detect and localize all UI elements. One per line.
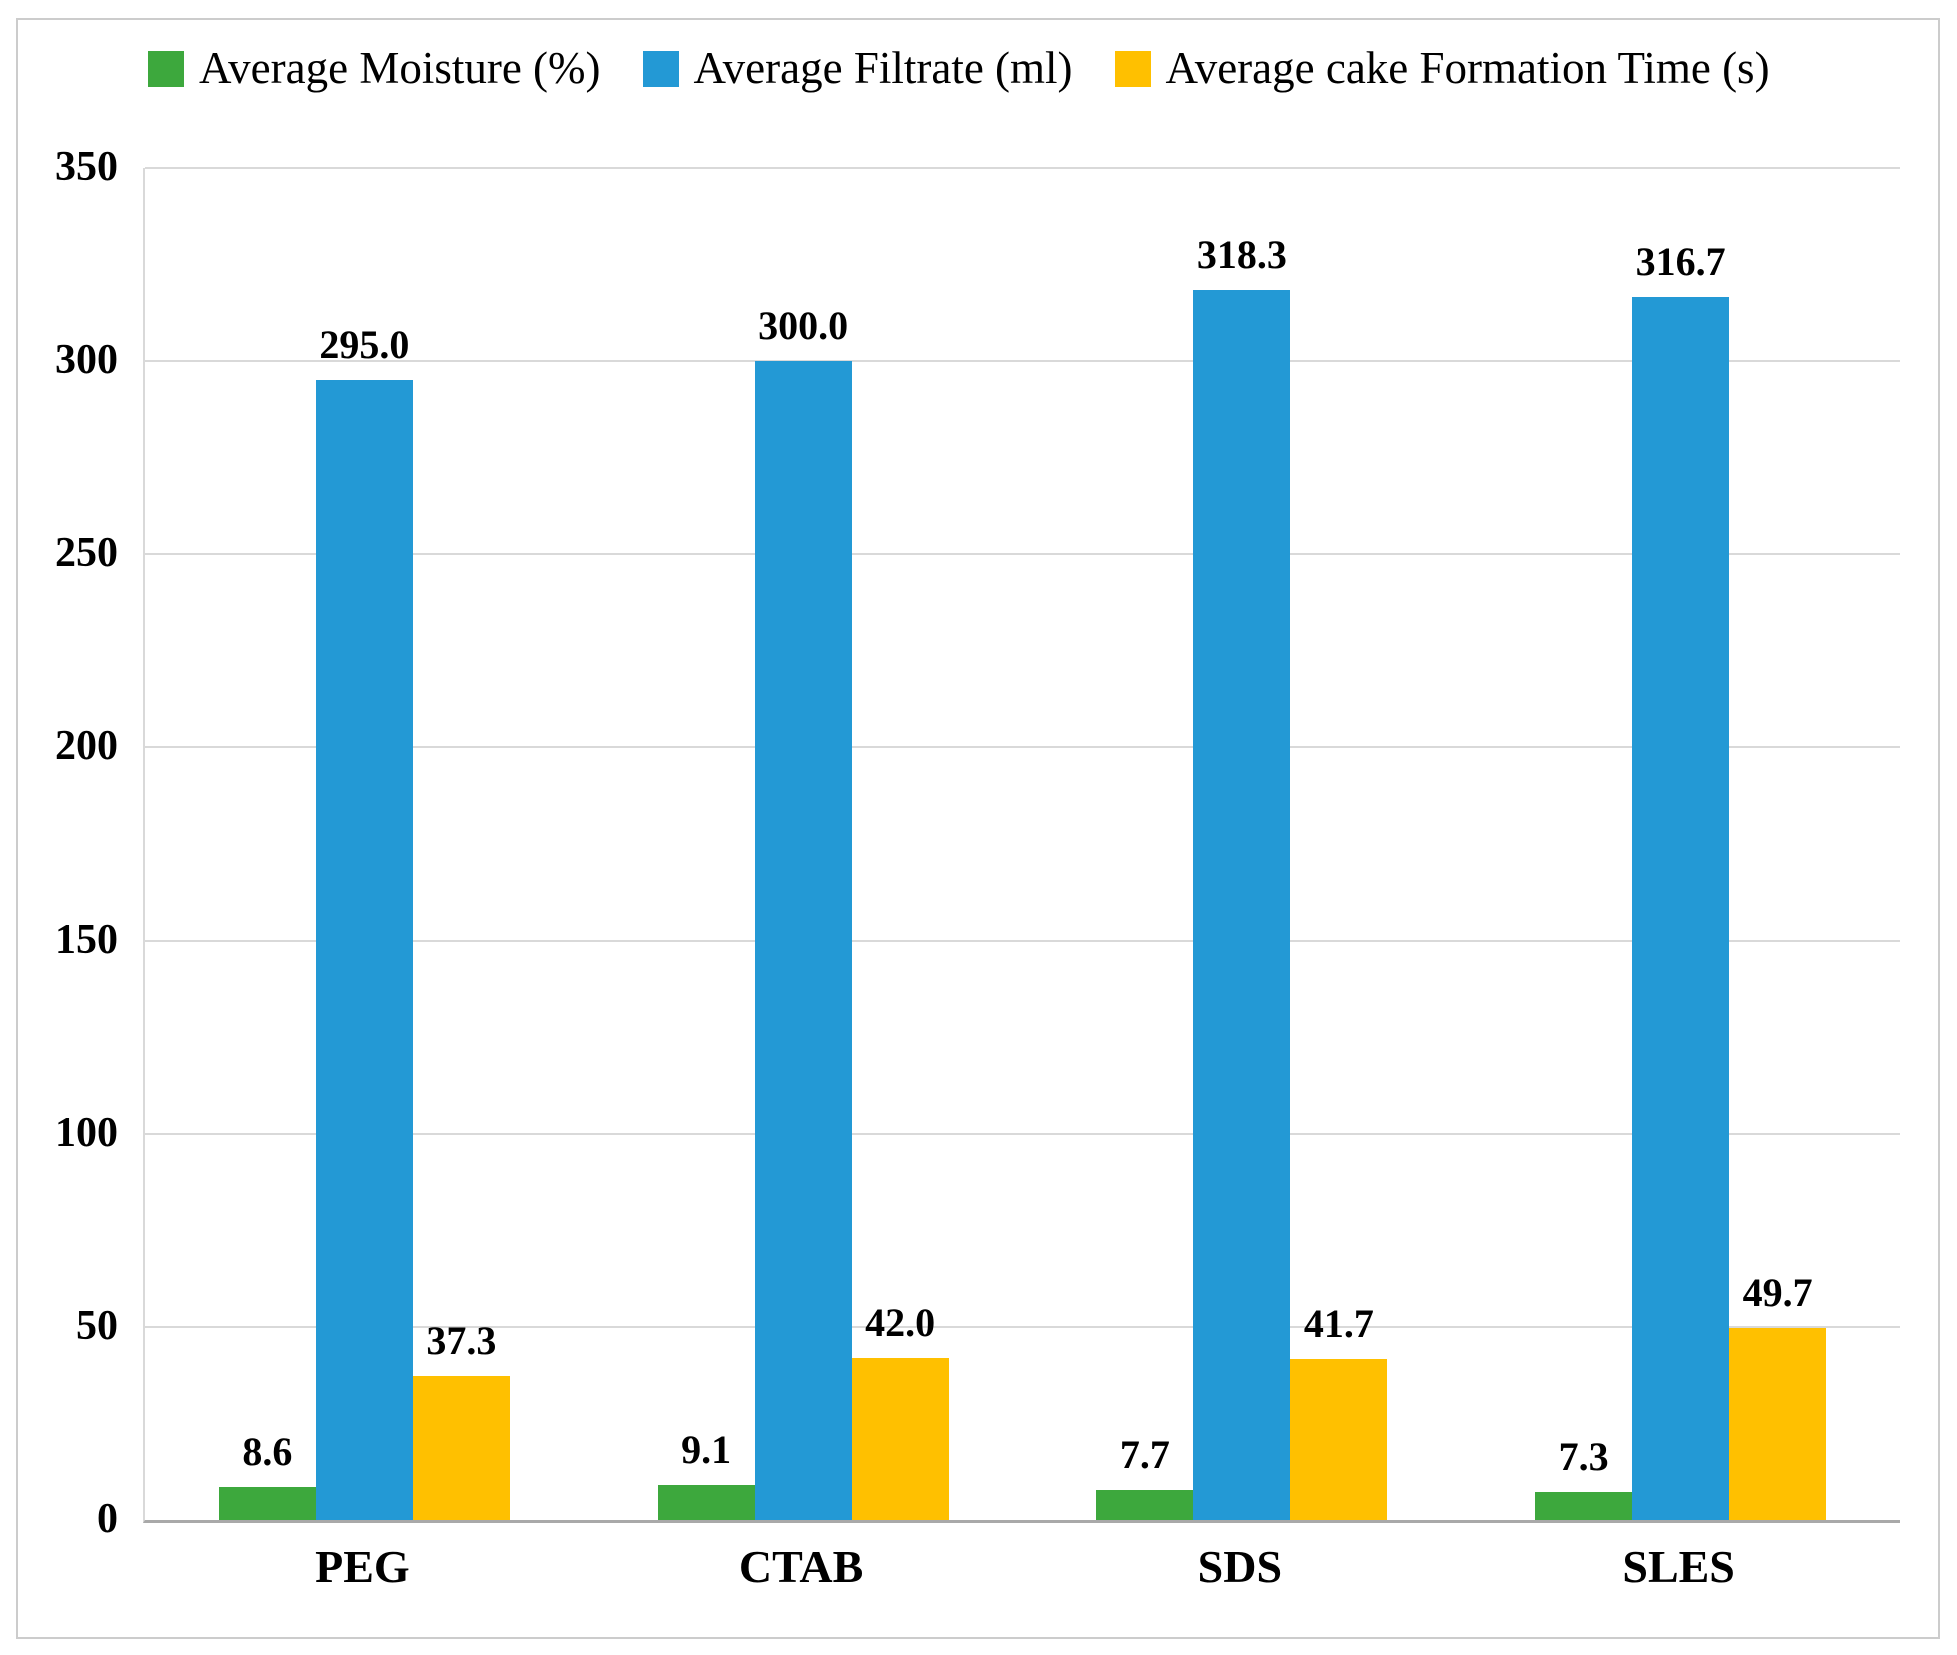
legend-label: Average cake Formation Time (s) [1165,43,1770,93]
gridline [145,1132,1900,1135]
y-tick-label: 50 [76,1303,118,1350]
legend-label: Average Moisture (%) [199,43,601,93]
legend-swatch-icon [642,50,679,87]
legend-swatch-icon [1114,50,1151,87]
legend-item-cake-time: Average cake Formation Time (s) [1114,43,1770,93]
bar-value-label-cake-time-ctab: 42.0 [865,1299,936,1345]
bar-value-label-cake-time-peg: 37.3 [426,1317,497,1363]
bar-cake-time-sles [1729,1328,1827,1520]
bar-filtrate-sds [1193,290,1291,1520]
legend-item-filtrate: Average Filtrate (ml) [642,43,1073,93]
bar-value-label-cake-time-sles: 49.7 [1742,1270,1813,1316]
bar-filtrate-sles [1632,296,1730,1520]
plot-area: 8.6 295.0 37.3 9.1 300.0 42.0 7.7 318.3 41.7 7.3 3… [143,167,1900,1523]
gridline [145,360,1900,363]
gridline [145,939,1900,942]
legend-label: Average Filtrate (ml) [693,43,1073,93]
y-tick-label: 100 [55,1109,118,1156]
legend-swatch-icon [148,50,184,87]
x-category-label-sds: SDS [1197,1541,1283,1592]
bar-value-label-filtrate-sds: 318.3 [1196,232,1287,278]
gridline [145,553,1900,556]
y-tick-label: 350 [55,144,118,191]
bar-value-label-cake-time-sds: 41.7 [1303,1300,1374,1346]
x-category-label-ctab: CTAB [738,1541,864,1592]
bar-value-label-filtrate-ctab: 300.0 [758,303,849,349]
x-category-label-sles: SLES [1622,1541,1735,1592]
bar-value-label-moisture-ctab: 9.1 [681,1426,732,1472]
y-tick-label: 0 [97,1496,118,1543]
bar-moisture-sles [1535,1491,1633,1520]
y-tick-label: 150 [55,916,118,963]
bar-value-label-moisture-sds: 7.7 [1119,1432,1170,1478]
gridline [145,1325,1900,1328]
bar-moisture-ctab [657,1484,755,1520]
gridline [145,167,1900,169]
y-tick-label: 250 [55,530,118,577]
legend: Average Moisture (%) Average Filtrate (ml… [148,46,1770,91]
y-tick-label: 300 [55,337,118,384]
bar-value-label-moisture-sles: 7.3 [1558,1433,1609,1479]
bar-value-label-filtrate-peg: 295.0 [319,322,410,368]
bar-cake-time-ctab [851,1357,949,1520]
bar-moisture-peg [218,1486,316,1520]
bar-moisture-sds [1096,1490,1194,1520]
bar-cake-time-peg [412,1375,510,1520]
legend-item-moisture: Average Moisture (%) [148,46,601,91]
bar-value-label-moisture-peg: 8.6 [242,1428,293,1474]
bar-cake-time-sds [1290,1358,1388,1520]
y-tick-label: 200 [55,723,118,770]
bar-filtrate-ctab [754,361,852,1520]
x-category-label-peg: PEG [315,1541,410,1592]
bar-filtrate-peg [315,380,413,1520]
gridline [145,746,1900,749]
bar-value-label-filtrate-sles: 316.7 [1635,238,1726,284]
